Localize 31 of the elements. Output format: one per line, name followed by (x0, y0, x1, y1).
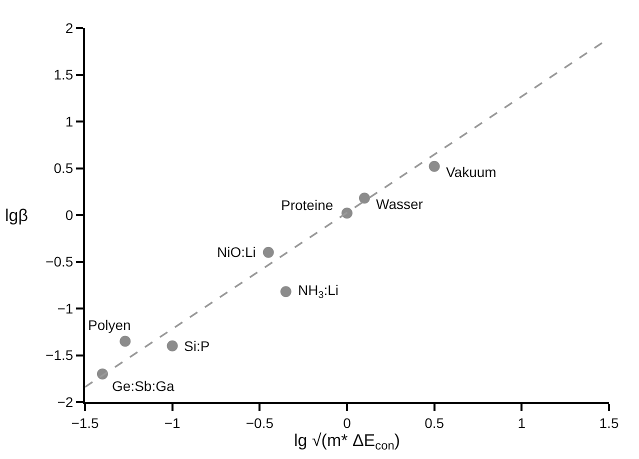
y-tick-label: 0 (65, 206, 74, 223)
annotation: Wasser (376, 196, 424, 212)
x-tick-label: −1 (164, 414, 181, 431)
y-tick-label: −1.5 (46, 347, 74, 364)
y-tick-label: −2 (57, 394, 74, 410)
y-tick-label: −1 (57, 300, 74, 316)
point (262, 246, 274, 258)
y-tick-label: 1 (65, 113, 74, 130)
annotation: Proteine (281, 197, 334, 213)
annotation: Ge:Sb:Ga (112, 378, 174, 394)
x-tick-label: 0 (343, 414, 352, 431)
point (120, 336, 131, 347)
y-tick-label: 2 (65, 20, 74, 36)
x-tick-label: 1.5 (599, 414, 619, 431)
annotation: NH$_{3}$:Li (298, 282, 338, 301)
y-tick-label: −0.5 (46, 254, 74, 270)
y-axis-title: lgβ (5, 206, 28, 225)
point (166, 340, 178, 352)
point (280, 286, 292, 298)
point (428, 160, 440, 172)
annotation: Vakuum (446, 164, 496, 180)
y-tick-label: 1.5 (54, 66, 74, 83)
point (358, 192, 370, 204)
x-tick-label: 1 (518, 414, 526, 431)
annotation: Polyen (88, 317, 131, 333)
x-axis-title: lg √(m* ΔE$_{con}$) (294, 430, 400, 452)
x-tick-label: −0.5 (246, 414, 274, 431)
y-tick-label: 0.5 (54, 160, 74, 176)
annotation: NiO:Li (217, 244, 256, 260)
x-tick-label: 0.5 (424, 414, 444, 431)
annotation: Si:P (184, 338, 210, 354)
